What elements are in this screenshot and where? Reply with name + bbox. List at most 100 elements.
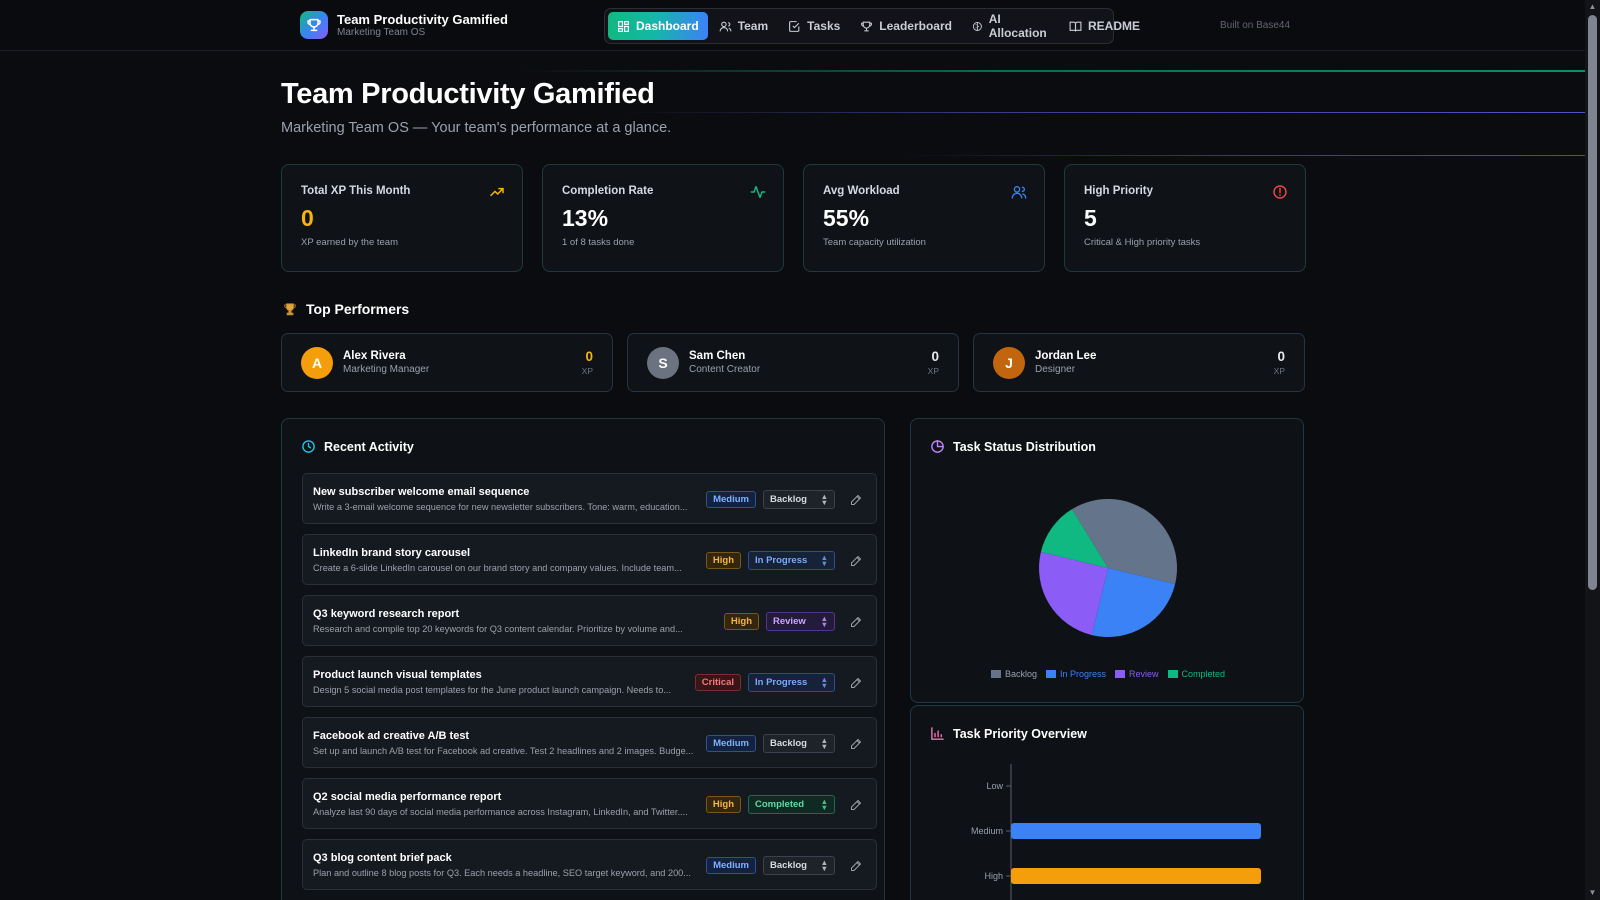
performer-card[interactable]: A Alex Rivera Marketing Manager 0 XP: [281, 333, 613, 392]
stat-label: Total XP This Month: [301, 185, 411, 197]
status-select[interactable]: In Progress ▲ ▼: [748, 551, 835, 570]
scroll-down-icon[interactable]: ▼: [1588, 888, 1597, 897]
scroll-thumb[interactable]: [1588, 15, 1597, 590]
page-scrollbar[interactable]: ▲ ▼: [1585, 0, 1600, 900]
performer-card[interactable]: J Jordan Lee Designer 0 XP: [973, 333, 1305, 392]
pencil-icon: [851, 738, 861, 749]
pencil-icon: [851, 677, 861, 688]
status-value: Backlog: [770, 860, 807, 871]
task-row[interactable]: Facebook ad creative A/B test Set up and …: [302, 717, 877, 768]
status-select[interactable]: Backlog ▲ ▼: [763, 856, 835, 875]
legend-label: In Progress: [1059, 669, 1106, 679]
pencil-icon: [851, 555, 861, 566]
trophy-icon: [300, 11, 328, 39]
built-on-text[interactable]: Built on Base44: [1220, 20, 1291, 31]
avatar: A: [301, 346, 333, 379]
status-value: In Progress: [755, 555, 808, 566]
pie-slice-backlog[interactable]: [1071, 499, 1177, 585]
priority-badge: Medium: [706, 857, 756, 874]
decorative-line: [620, 112, 1585, 113]
performer-role: Content Creator: [689, 364, 761, 375]
brand[interactable]: Team Productivity Gamified Marketing Tea…: [300, 11, 508, 39]
pie-chart-icon: [931, 440, 944, 453]
status-select[interactable]: Backlog ▲ ▼: [763, 490, 835, 509]
edit-button[interactable]: [848, 736, 864, 752]
y-tick-label: Low: [986, 781, 1003, 791]
pencil-icon: [851, 494, 861, 505]
status-select[interactable]: Backlog ▲ ▼: [763, 734, 835, 753]
edit-button[interactable]: [848, 858, 864, 874]
pie-slice-in-progress[interactable]: [1091, 568, 1176, 637]
chevron-up-down-icon: ▲ ▼: [820, 796, 828, 812]
status-select[interactable]: Review ▲ ▼: [766, 612, 835, 631]
pencil-icon: [851, 616, 861, 627]
stat-desc: XP earned by the team: [301, 237, 398, 248]
nav-team[interactable]: Team: [710, 12, 777, 40]
edit-button[interactable]: [848, 675, 864, 691]
task-row[interactable]: New subscriber welcome email sequence Wri…: [302, 473, 877, 524]
legend-item[interactable]: Completed: [1167, 669, 1225, 679]
stat-value: 13%: [562, 205, 609, 231]
task-title: Product launch visual templates: [313, 669, 482, 681]
performer-name: Jordan Lee: [1035, 350, 1097, 362]
legend-item[interactable]: In Progress: [1045, 669, 1106, 679]
edit-button[interactable]: [848, 614, 864, 630]
dashboard-icon: [618, 20, 629, 32]
status-select[interactable]: Completed ▲ ▼: [748, 795, 835, 814]
edit-button[interactable]: [848, 553, 864, 569]
edit-button[interactable]: [848, 492, 864, 508]
priority-badge: Critical: [694, 674, 741, 691]
nav-label: Team: [737, 19, 769, 33]
task-row[interactable]: Q3 blog content brief pack Plan and outli…: [302, 839, 877, 890]
y-tick-label: High: [984, 871, 1003, 881]
stat-card-total-xp: Total XP This Month 0 XP earned by the t…: [281, 164, 523, 272]
chevron-up-down-icon: ▲ ▼: [820, 491, 828, 507]
edit-button[interactable]: [848, 797, 864, 813]
nav-readme[interactable]: README: [1060, 12, 1149, 40]
stat-desc: 1 of 8 tasks done: [562, 237, 635, 248]
performer-card[interactable]: S Sam Chen Content Creator 0 XP: [627, 333, 959, 392]
decorative-line: [520, 70, 1585, 72]
performer-name: Sam Chen: [689, 350, 746, 362]
task-row[interactable]: LinkedIn brand story carousel Create a 6-…: [302, 534, 877, 585]
avatar: S: [647, 346, 679, 379]
task-row[interactable]: Q2 social media performance report Analyz…: [302, 778, 877, 829]
top-bar: Team Productivity Gamified Marketing Tea…: [0, 0, 1585, 51]
task-title: LinkedIn brand story carousel: [313, 547, 471, 559]
bar-medium[interactable]: [1011, 823, 1261, 839]
task-title: Facebook ad creative A/B test: [313, 730, 470, 742]
app-title: Team Productivity Gamified: [337, 12, 508, 27]
status-select[interactable]: In Progress ▲ ▼: [748, 673, 835, 692]
nav-leaderboard[interactable]: Leaderboard: [851, 12, 961, 40]
brain-icon: [972, 21, 982, 31]
panel-title: Recent Activity: [324, 439, 414, 454]
nav-ai-allocation[interactable]: AI Allocation: [963, 12, 1058, 40]
task-row[interactable]: Product launch visual templates Design 5 …: [302, 656, 877, 707]
nav-tasks[interactable]: Tasks: [779, 12, 849, 40]
chart-title: Task Priority Overview: [953, 726, 1087, 741]
task-description: Write a 3-email welcome sequence for new…: [313, 502, 688, 512]
stat-card-high-priority: High Priority 5 Critical & High priority…: [1064, 164, 1306, 272]
task-status-panel: Task Status Distribution Backlog In Progr…: [910, 418, 1304, 703]
legend-item[interactable]: Backlog: [990, 669, 1037, 679]
xp-unit: XP: [1273, 366, 1285, 376]
panel-heading: Recent Activity: [301, 439, 414, 454]
nav-dashboard[interactable]: Dashboard: [608, 12, 708, 40]
status-value: In Progress: [755, 677, 808, 688]
app-subtitle: Marketing Team OS: [337, 27, 426, 38]
stat-label: High Priority: [1084, 185, 1154, 197]
page-title: Team Productivity Gamified: [281, 78, 655, 110]
legend-swatch: [1045, 670, 1056, 678]
bar-high[interactable]: [1011, 868, 1261, 884]
task-row[interactable]: Q3 keyword research report Research and c…: [302, 595, 877, 646]
task-title: Q3 blog content brief pack: [313, 852, 452, 864]
performer-role: Marketing Manager: [343, 364, 430, 375]
pie-slice-review[interactable]: [1039, 551, 1108, 636]
xp-unit: XP: [581, 366, 593, 376]
legend-item[interactable]: Review: [1115, 669, 1159, 679]
scroll-up-icon[interactable]: ▲: [1588, 2, 1597, 11]
y-tick-label: Medium: [971, 826, 1003, 836]
pie-slice-completed[interactable]: [1040, 509, 1108, 568]
performer-role: Designer: [1035, 364, 1076, 375]
stat-value: 5: [1084, 205, 1097, 231]
